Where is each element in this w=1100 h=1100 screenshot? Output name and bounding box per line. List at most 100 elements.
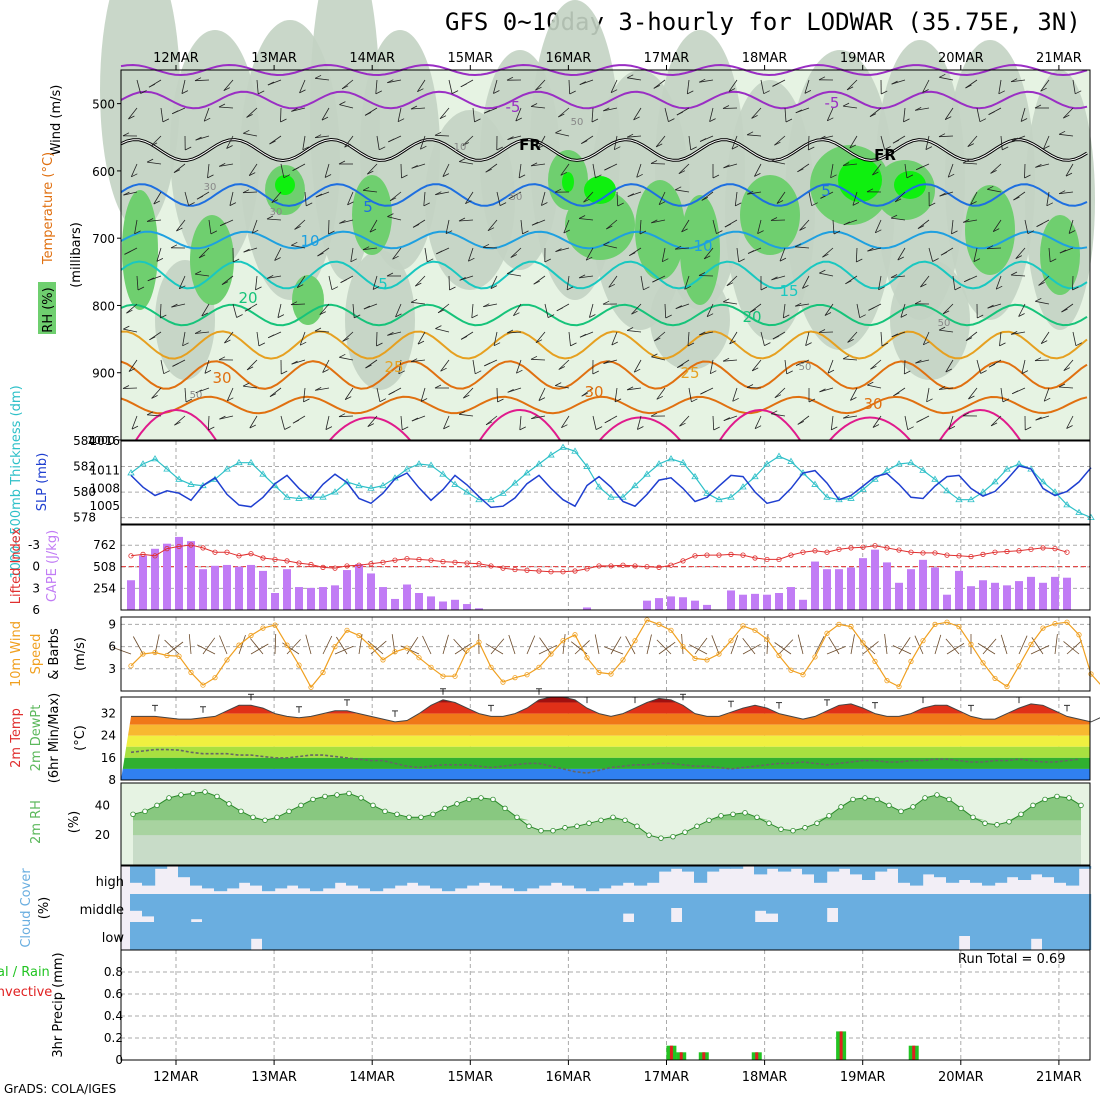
wind-barb-feather (819, 135, 826, 140)
wind-barb-feather (963, 219, 970, 223)
wind-barb-feather (1010, 271, 1018, 276)
wind-barb (746, 387, 762, 389)
wind-barb-feather (350, 258, 357, 263)
wind-barb-10m (658, 641, 676, 655)
panel-frame (120, 440, 1091, 525)
wind-barb (712, 415, 715, 431)
wind-speed-point (152, 649, 158, 656)
wind-barb (229, 191, 234, 206)
wind-barb (1065, 163, 1074, 177)
wind-barb-feather (218, 103, 226, 108)
wind-barb-feather (379, 146, 386, 151)
wind-barb (939, 329, 954, 333)
cloud-cell-mid (322, 894, 336, 922)
wind-barb-feather (249, 424, 256, 429)
cloud-cell-high (226, 866, 240, 889)
wind-barb (995, 275, 1002, 290)
wind-barb (321, 107, 330, 121)
wind-speed-point (716, 651, 722, 657)
wind-barb (280, 415, 285, 430)
li-point (152, 553, 158, 559)
rh2m-point (1078, 802, 1084, 809)
wind-barb-feather (763, 90, 770, 95)
rh2m-point (250, 814, 256, 820)
cloud-cell-high (934, 866, 948, 878)
wind-barb (915, 107, 930, 111)
wind-barb (706, 303, 714, 317)
cloud-cell-mid (610, 894, 624, 922)
wind-barb-feather (172, 110, 179, 115)
wind-speed-point (296, 662, 302, 668)
thickness-point (751, 472, 759, 480)
wind-barb-feather (544, 258, 551, 263)
wind-barb (726, 275, 738, 286)
cloud-cell-high (562, 866, 576, 886)
wind-barb-feather (729, 340, 736, 345)
wind-barb (266, 218, 282, 221)
wind-barb-feather (764, 342, 771, 346)
wind-barb (880, 331, 883, 347)
wind-barb-feather (269, 140, 276, 145)
cloud-cell-low (238, 922, 252, 950)
wind-barb (636, 163, 642, 178)
wind-barb-feather (948, 173, 955, 178)
wind-barb (603, 244, 618, 249)
wind-barb-feather (611, 341, 618, 346)
wind-barb (352, 303, 355, 318)
cloud-cell-high (130, 866, 144, 883)
rh2m-point (838, 804, 844, 810)
wind-barb-feather (890, 214, 898, 219)
cloud-cell-high (526, 866, 540, 889)
wind-barb-feather (929, 202, 936, 207)
wind-barb-feather (1046, 202, 1053, 207)
li-point (596, 563, 602, 569)
wind-barb (271, 191, 282, 203)
wind-speed-point (512, 675, 518, 681)
wind-barb-10m (604, 646, 624, 655)
wind-barb-feather (805, 342, 812, 346)
wind-barb-feather (1025, 426, 1032, 431)
wind-barb (459, 413, 474, 417)
wind-barb (516, 359, 522, 374)
wind-barb-10m (742, 637, 756, 655)
panel-frame (120, 782, 1091, 866)
cloud-cell-low (538, 922, 552, 950)
cloud-cell-mid (310, 894, 324, 922)
li-point (320, 564, 326, 570)
cloud-cell-high (454, 866, 468, 889)
li-point (536, 568, 542, 574)
wind-barb (952, 275, 956, 290)
cloud-cell-high (658, 866, 672, 872)
rh2m-area-high (133, 791, 1081, 821)
cloud-cell-low (586, 922, 600, 950)
li-point (932, 550, 938, 556)
cloud-cell-high (1042, 866, 1056, 878)
wind-barb-feather (1012, 390, 1019, 395)
wind-barb-feather (299, 89, 306, 94)
wind-barb-feather (970, 201, 977, 205)
wind-barb-feather (277, 314, 285, 318)
wind-speed-point (1004, 683, 1010, 690)
cloud-cell-mid (562, 894, 576, 922)
panel-frame (120, 696, 1091, 781)
wind-barb (709, 107, 714, 122)
date-tick-bottom: 12MAR (153, 1070, 199, 1085)
wind-barb-feather (342, 338, 349, 342)
wind-barb-feather (940, 251, 948, 256)
wind-barb (376, 387, 381, 402)
rh2m-point (874, 796, 880, 803)
wind-speed-point (368, 643, 374, 650)
cape-bar (739, 594, 747, 610)
wind-barb (847, 331, 858, 343)
wind-barb (363, 189, 378, 193)
cloud-cell-high (178, 866, 192, 878)
rh-contour-label: 50 (799, 362, 812, 373)
wind-barb-feather (722, 105, 730, 109)
wind-barb-feather (962, 159, 970, 164)
cape-bar (943, 594, 951, 610)
cloud-cell-high (778, 866, 792, 872)
rh2m-point (406, 814, 412, 820)
wind-speed-point (584, 655, 590, 661)
li-point (908, 549, 914, 555)
cloud-cell-mid (946, 894, 960, 922)
